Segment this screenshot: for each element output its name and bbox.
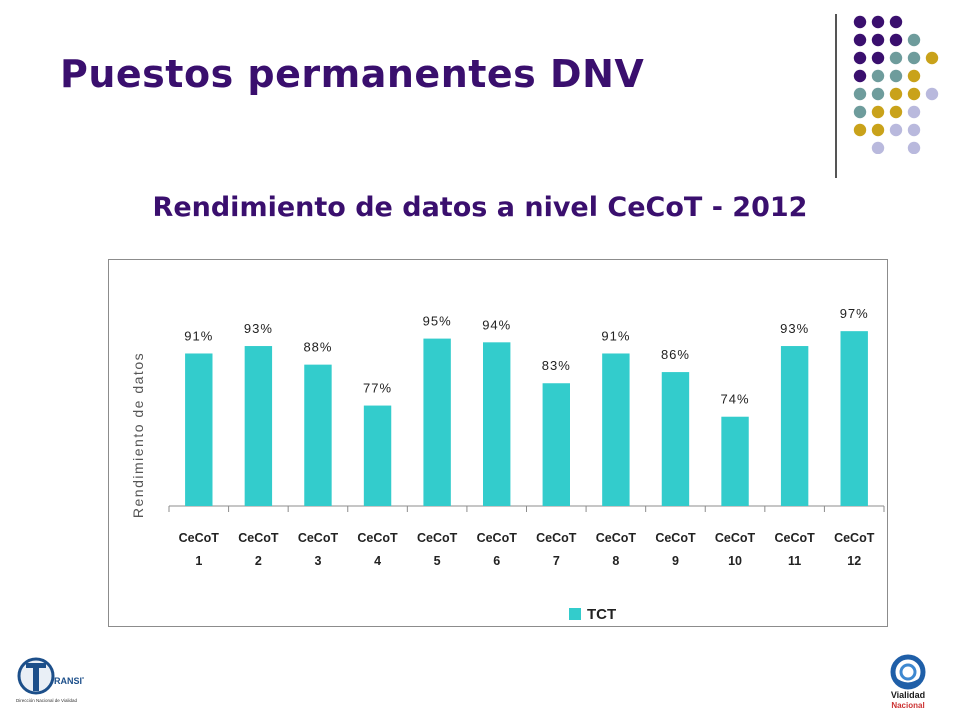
data-label: 77% [363, 381, 392, 396]
decorative-dot [889, 123, 903, 137]
decorative-dot [871, 15, 885, 29]
logo-left-text: RANSITO [54, 676, 84, 686]
x-tick-label: 11 [788, 554, 801, 568]
data-label: 93% [244, 321, 273, 336]
decorative-dot [853, 15, 867, 29]
decorative-dot [853, 123, 867, 137]
decorative-dot [907, 51, 921, 65]
data-label: 95% [423, 314, 452, 329]
bar-10 [721, 416, 749, 506]
decorative-dot [871, 105, 885, 119]
decorative-dot [889, 87, 903, 101]
x-tick-label: CeCoT [596, 531, 637, 545]
x-tick-label: 9 [672, 554, 679, 568]
bar-11 [780, 346, 809, 506]
x-tick-label: CeCoT [834, 531, 875, 545]
x-tick-label: 8 [612, 554, 619, 568]
bar-9 [661, 372, 690, 506]
bar-chart: 91% CeCoT 1 93% CeCoT 2 88% CeCoT 3 77% CeCoT 4 95% C… [130, 306, 885, 623]
chart-title: Rendimiento de datos a nivel CeCoT - 201… [152, 192, 808, 223]
data-label: 83% [542, 358, 571, 373]
title-divider-line [835, 14, 837, 178]
legend-swatch [569, 608, 581, 620]
data-label: 86% [661, 347, 690, 362]
x-tick-label: 2 [255, 554, 262, 568]
x-tick-label: 1 [195, 554, 202, 568]
decorative-dot [889, 105, 903, 119]
decorative-dot [853, 51, 867, 65]
x-tick-label: CeCoT [179, 531, 220, 545]
x-tick-label: CeCoT [715, 531, 756, 545]
decorative-dot [907, 123, 921, 137]
bar-3 [304, 364, 332, 506]
decorative-dot [889, 69, 903, 83]
x-tick-label: CeCoT [357, 531, 398, 545]
data-label: 88% [303, 340, 332, 355]
x-tick-label: 4 [374, 554, 381, 568]
decorative-dot [907, 87, 921, 101]
decorative-dot [871, 51, 885, 65]
decorative-dot [889, 51, 903, 65]
bar-12 [840, 331, 868, 506]
data-label: 74% [721, 392, 750, 407]
data-label: 91% [184, 328, 213, 343]
vialidad-nacional-logo: Vialidad Nacional [890, 654, 926, 710]
x-tick-label: CeCoT [477, 531, 518, 545]
x-tick-label: 5 [434, 554, 441, 568]
decorative-dot [889, 15, 903, 29]
data-label: 91% [601, 328, 630, 343]
x-tick-label: 10 [728, 554, 742, 568]
decorative-dot [871, 87, 885, 101]
x-tick-label: CeCoT [298, 531, 339, 545]
decorative-dot [871, 141, 885, 154]
data-label: 94% [482, 317, 511, 332]
bar-4 [363, 405, 392, 506]
slide-title: Puestos permanentes DNV [60, 52, 645, 96]
y-axis-label: Rendimiento de datos [130, 352, 146, 518]
decorative-dot [907, 33, 921, 47]
decorative-dot [853, 33, 867, 47]
x-tick-label: CeCoT [417, 531, 458, 545]
x-tick-label: 3 [314, 554, 321, 568]
bar-1 [185, 353, 213, 506]
decorative-dot [871, 33, 885, 47]
decorative-dot [889, 33, 903, 47]
decorative-dot [871, 123, 885, 137]
decorative-dot [871, 69, 885, 83]
decorative-dot [853, 69, 867, 83]
decorative-dot [925, 51, 939, 65]
x-tick-label: 12 [847, 554, 861, 568]
transito-logo: RANSITO Dirección Nacional de Vialidad [16, 657, 84, 703]
logo-right-line1: Vialidad [891, 690, 925, 700]
decorative-dot [907, 141, 921, 154]
logo-right-line2: Nacional [891, 701, 924, 710]
legend-label: TCT [587, 606, 616, 623]
data-label: 97% [840, 306, 869, 321]
bar-5 [423, 338, 451, 506]
x-tick-label: CeCoT [655, 531, 696, 545]
chart-frame: 91% CeCoT 1 93% CeCoT 2 88% CeCoT 3 77% CeCoT 4 95% C… [108, 259, 888, 627]
x-tick-label: 7 [553, 554, 560, 568]
decorative-dot [907, 105, 921, 119]
decorative-dot [853, 105, 867, 119]
decorative-dot [925, 87, 939, 101]
logo-left-caption: Dirección Nacional de Vialidad [16, 698, 77, 703]
decorative-dot-grid [853, 15, 939, 154]
bar-6 [483, 342, 511, 506]
x-tick-label: CeCoT [774, 531, 815, 545]
x-tick-label: 6 [493, 554, 500, 568]
decorative-dot [907, 69, 921, 83]
bar-2 [244, 346, 273, 506]
bar-8 [602, 353, 630, 506]
x-tick-label: CeCoT [238, 531, 279, 545]
x-tick-label: CeCoT [536, 531, 577, 545]
decorative-dot [853, 87, 867, 101]
data-label: 93% [780, 321, 809, 336]
bar-7 [542, 383, 570, 506]
